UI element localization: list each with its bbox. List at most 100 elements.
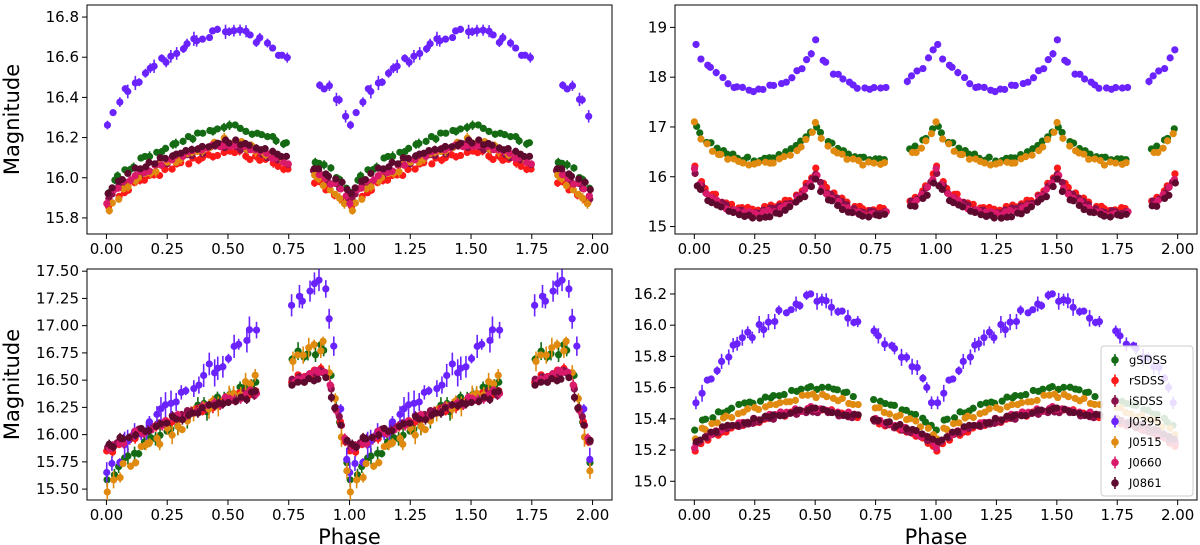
data-point: [707, 375, 715, 383]
data-point: [786, 398, 794, 406]
data-point: [766, 213, 774, 221]
data-point: [151, 160, 159, 168]
data-point: [1007, 213, 1016, 221]
data-point: [966, 80, 974, 88]
data-point: [306, 287, 314, 295]
data-point: [321, 368, 329, 376]
data-point: [172, 139, 180, 148]
data-point: [462, 363, 470, 371]
y-tick-label: 17.25: [36, 289, 79, 307]
data-point: [1006, 318, 1014, 326]
data-point: [775, 210, 784, 218]
data-point: [213, 139, 222, 147]
data-point: [475, 397, 483, 405]
data-point: [997, 320, 1005, 329]
data-point: [775, 306, 783, 314]
data-point: [766, 400, 774, 409]
data-point: [178, 426, 186, 434]
data-point: [1039, 143, 1047, 151]
data-point: [531, 381, 539, 389]
data-point: [828, 408, 836, 417]
data-point: [881, 399, 889, 408]
data-point: [114, 184, 122, 192]
data-point: [818, 383, 826, 391]
data-point: [1006, 206, 1014, 215]
y-tick-label: 15.75: [36, 453, 79, 471]
data-point: [579, 194, 587, 202]
y-tick-label: 15.8: [634, 347, 667, 365]
data-point: [949, 420, 958, 428]
data-point: [733, 340, 741, 348]
data-point: [317, 347, 325, 355]
data-point: [896, 420, 904, 429]
data-point: [326, 381, 334, 389]
data-point: [541, 297, 549, 305]
y-tick-label: 16.00: [36, 426, 79, 444]
data-point: [881, 340, 889, 348]
data-point: [573, 342, 581, 350]
data-point: [448, 143, 456, 151]
data-point: [764, 206, 773, 215]
data-point: [827, 303, 836, 311]
data-point: [1037, 406, 1046, 414]
data-point: [542, 351, 550, 359]
data-point: [706, 63, 714, 71]
data-point: [780, 390, 788, 399]
data-point: [997, 214, 1005, 222]
data-point: [335, 412, 343, 421]
data-point: [1029, 306, 1037, 314]
data-point: [797, 385, 805, 393]
data-point: [161, 154, 169, 162]
data-point: [913, 67, 921, 75]
series-J0515: [691, 390, 1179, 443]
series-gSDSS: [693, 122, 1178, 165]
data-point: [769, 411, 777, 419]
data-point: [580, 185, 588, 193]
data-point: [135, 450, 143, 458]
data-point: [1100, 212, 1108, 220]
data-point: [357, 172, 365, 180]
data-point: [486, 395, 494, 404]
data-point: [574, 404, 582, 412]
data-point: [986, 161, 995, 169]
data-point: [194, 409, 202, 417]
data-point: [875, 404, 883, 412]
data-point: [331, 404, 339, 412]
data-point: [965, 155, 974, 163]
data-point: [327, 393, 336, 401]
data-point: [299, 351, 307, 359]
data-point: [1037, 302, 1046, 310]
data-point: [246, 155, 254, 164]
data-point: [252, 326, 261, 334]
data-point: [132, 459, 140, 467]
data-point: [1076, 70, 1084, 78]
data-point: [870, 327, 878, 335]
data-point: [124, 87, 132, 96]
x-tick-label: 1.25: [394, 240, 427, 258]
data-point: [1016, 306, 1025, 314]
data-point: [769, 159, 777, 167]
x-tick-label: 0.25: [151, 506, 184, 524]
data-point: [1018, 399, 1026, 407]
data-point: [362, 459, 370, 468]
data-point: [124, 452, 132, 460]
data-point: [198, 404, 206, 412]
data-point: [261, 145, 269, 153]
data-point: [798, 391, 806, 399]
data-point: [911, 142, 919, 150]
data-point: [369, 176, 378, 184]
legend-marker: [1111, 438, 1119, 446]
data-point: [854, 400, 862, 409]
data-point: [990, 214, 998, 222]
y-tick-label: 15.6: [634, 379, 667, 397]
y-tick-label: 19: [648, 18, 667, 36]
data-point: [1054, 393, 1062, 402]
data-point: [812, 36, 820, 44]
data-point: [692, 399, 700, 407]
legend-label: J0395: [1128, 415, 1162, 429]
data-point: [474, 141, 482, 150]
legend-label: rSDSS: [1129, 374, 1164, 388]
data-point: [442, 129, 450, 137]
data-point: [969, 413, 977, 422]
data-points: [690, 36, 1179, 222]
